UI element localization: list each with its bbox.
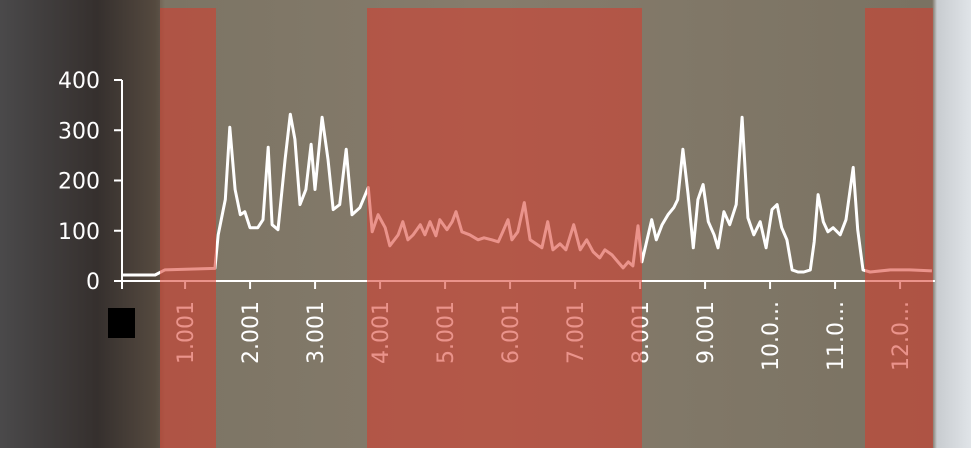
red-band [865,8,933,448]
y-tick-label: 400 [58,69,100,94]
y-tick-label: 300 [58,119,100,144]
page: {"chart_data":{"type":"line", "x":[0.03,… [0,0,971,448]
y-tick-label: 0 [86,270,100,295]
x-tick-label: 9.001 [694,301,719,364]
red-band [160,8,216,448]
y-tick-label: 200 [58,170,100,195]
red-band [367,8,642,448]
x-tick-label: 11.0... [824,301,849,371]
y-tick-label: 100 [58,220,100,245]
black-square [108,308,135,338]
x-tick-label: 10.0... [759,301,784,371]
x-tick-label: 2.001 [239,301,264,364]
chart: 01002003004001.0012.0013.0014.0015.0016.… [0,0,971,448]
x-tick-label: 3.001 [304,301,329,364]
